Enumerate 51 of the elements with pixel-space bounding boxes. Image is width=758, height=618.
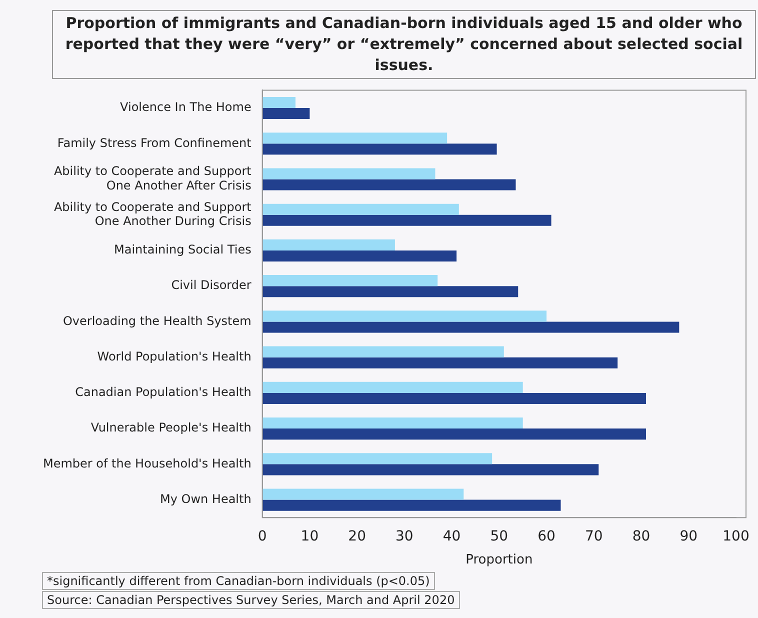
y-tick-label: Maintaining Social Ties <box>114 242 252 257</box>
bar <box>262 346 504 358</box>
bar <box>262 428 646 440</box>
x-tick-label: 100 <box>722 528 750 545</box>
bar <box>262 204 459 215</box>
y-tick-label: Ability to Cooperate and Support One Another During Crisis <box>54 200 252 228</box>
bar <box>262 392 646 404</box>
bar <box>262 179 516 190</box>
bar <box>262 108 310 120</box>
bar <box>262 500 561 511</box>
x-tick-label: 50 <box>490 528 508 545</box>
source-note: Source: Canadian Perspectives Survey Series, March and April 2020 <box>42 591 460 609</box>
bar <box>262 168 436 180</box>
bar <box>262 250 457 262</box>
bar <box>262 382 523 393</box>
bar <box>262 96 296 108</box>
bar <box>262 144 497 155</box>
y-tick-label: Vulnerable People's Health <box>90 420 252 435</box>
bar <box>262 464 599 476</box>
x-tick-label: 10 <box>300 528 319 545</box>
text: *significantly different from Canadian-born individuals (p<0.05) <box>42 572 435 590</box>
y-tick-label: Canadian Population's Health <box>75 385 252 400</box>
bar <box>262 310 547 322</box>
x-tick-label: 80 <box>632 528 650 545</box>
x-tick-label: 60 <box>538 528 556 545</box>
bar <box>262 418 523 429</box>
x-tick-label: 20 <box>348 528 366 545</box>
bar <box>262 286 518 298</box>
y-tick-label: Family Stress From Confinement <box>57 136 252 150</box>
x-tick-label: 30 <box>396 528 414 545</box>
bar <box>262 275 438 286</box>
x-tick-label: 0 <box>258 528 267 545</box>
bar <box>262 322 680 333</box>
y-tick-label: Overloading the Health System <box>62 314 252 328</box>
y-tick-label: World Population's Health <box>97 349 252 364</box>
bar <box>262 357 618 368</box>
y-tick-label: Civil Disorder <box>171 278 252 292</box>
bar <box>262 239 395 250</box>
y-tick-label: My Own Health <box>160 492 252 506</box>
y-tick-label: Ability to Cooperate and Support One Another After Crisis <box>54 164 252 193</box>
bar <box>262 214 552 226</box>
x-axis-title: Proportion <box>466 552 533 568</box>
y-tick-label: Violence In The Home <box>120 100 252 114</box>
x-tick-label: 40 <box>442 528 461 545</box>
chart-title: Proportion of immigrants and Canadian-born individuals aged 15 and older who reported that they were “very” or “extremely” concerned about selected social issues. <box>52 10 756 79</box>
x-tick-label: 70 <box>584 528 603 545</box>
bar <box>262 488 464 500</box>
y-tick-label: Member of the Household's Health <box>42 456 252 470</box>
bar <box>262 453 492 464</box>
x-tick-label: 90 <box>680 528 698 545</box>
bar <box>262 132 448 144</box>
